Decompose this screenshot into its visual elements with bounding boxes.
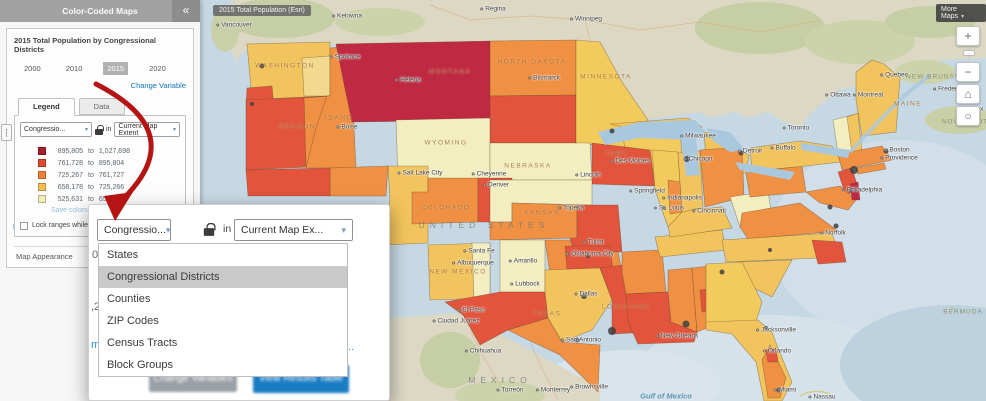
zoom-out-button[interactable]: − [956,62,980,82]
legend-range-from: 525,631 [57,195,83,203]
magnified-dropdown-popup: 01 ,23 m ... Change Variables View Resul… [88,204,390,401]
popup-extent-value: Current Map Ex... [241,224,324,236]
option-zip-codes[interactable]: ZIP Codes [107,315,159,327]
tab-legend[interactable]: Legend [18,98,75,116]
in-label: in [106,126,112,133]
year-tab-2015[interactable]: 2015 [103,62,129,75]
more-maps-label: More Maps [941,6,959,20]
legend-row: 761,728 to 895,804 [38,159,180,167]
popup-extent-dropdown[interactable]: Current Map Ex... ▾ [234,219,353,241]
legend-range-separator: to [88,159,94,167]
chevron-down-icon: ▾ [172,127,176,133]
more-maps-button[interactable]: More Maps ▾ [936,4,986,22]
legend-row: 725,267 to 761,727 [38,171,180,179]
legend-range-from: 895,805 [57,147,83,155]
legend-range-separator: to [88,171,94,179]
legend-swatch[interactable] [38,147,46,155]
popup-geography-dropdown[interactable]: Congressio... ▾ [97,219,171,241]
legend-row: 658,178 to 725,266 [38,183,180,191]
panel-drag-handle[interactable]: [ [1,124,12,141]
popup-in-label: in [223,223,232,235]
collapse-panel-button[interactable]: « [172,0,200,22]
legend-swatch[interactable] [38,195,46,203]
legend-range-to: 658,177 [98,195,125,203]
legend-range-separator: to [88,195,94,203]
lock-icon [203,222,215,236]
legend-range-from: 761,728 [57,159,83,167]
legend-range-separator: to [88,147,94,155]
year-tab-2020[interactable]: 2020 [149,64,166,73]
legend-data-tabs: Legend Data [14,98,186,116]
locate-button[interactable]: ○ [956,106,980,126]
panel-header: Color-Coded Maps « [0,0,200,22]
legend-swatch[interactable] [38,171,46,179]
popup-bg-fragment-link: ... [345,341,355,353]
option-congressional-districts[interactable]: Congressional Districts [99,266,347,288]
legend-range-to: 761,727 [98,171,125,179]
lock-ranges-checkbox[interactable] [20,221,28,230]
option-counties[interactable]: Counties [107,293,151,305]
legend-range-from: 658,178 [57,183,83,191]
chevron-down-icon: ▾ [341,224,346,235]
legend-swatch[interactable] [38,183,46,191]
map-title-badge: 2015 Total Population (Esri) [213,5,311,16]
card-title: 2015 Total Population by Congressional D… [14,36,156,54]
option-census-tracts[interactable]: Census Tracts [107,337,178,349]
chevron-down-icon: ▾ [84,127,88,133]
option-states[interactable]: States [107,249,139,261]
collapse-icon: « [182,3,190,17]
legend-swatch[interactable] [38,159,46,167]
tab-data[interactable]: Data [78,98,125,115]
year-tab-2000[interactable]: 2000 [24,64,41,73]
legend-row: 895,805 to 1,027,698 [38,147,180,155]
option-block-groups[interactable]: Block Groups [107,359,174,371]
home-button[interactable]: ⌂ [956,84,980,104]
legend-row: 525,631 to 658,177 [38,195,180,203]
legend-range-to: 1,027,698 [98,147,130,155]
year-tab-2010[interactable]: 2010 [65,64,83,73]
change-variable-link[interactable]: Change Variable [130,81,186,90]
legend-range-from: 725,267 [57,171,83,179]
zoom-in-button[interactable]: + [956,26,980,46]
lock-icon [95,124,104,135]
panel-title: Color-Coded Maps [62,6,138,16]
extent-dropdown[interactable]: Current Map Extent ▾ [114,122,180,137]
legend-range-to: 725,266 [98,183,125,191]
zoom-slider[interactable] [963,48,975,62]
legend-rows: 895,805 to 1,027,698 761,728 to 895,804 725,26… [38,147,180,203]
zoom-slider-handle[interactable] [963,50,975,56]
save-colors-link[interactable]: Save colors [51,207,88,214]
legend-range-to: 895,804 [98,159,125,167]
legend-range-separator: to [88,183,94,191]
year-tabs: 2000 2010 2015 2020 [20,62,184,75]
map-zoom-controls: + − ⌂ ○ [956,26,982,128]
chevron-down-icon: ▾ [165,224,171,235]
popup-geography-value: Congressio... [104,224,166,236]
lock-ranges-label: Lock ranges while panning [32,222,115,229]
popup-bg-fragment-link: m [91,339,101,351]
geography-options-list: States Congressional Districts Counties ZIP… [98,243,348,377]
geography-dropdown[interactable]: Congressio... ▾ [20,122,92,137]
extent-dropdown-value: Current Map Extent [118,122,158,137]
chevron-down-icon: ▾ [961,14,965,20]
geography-dropdown-value: Congressio... [24,126,66,133]
